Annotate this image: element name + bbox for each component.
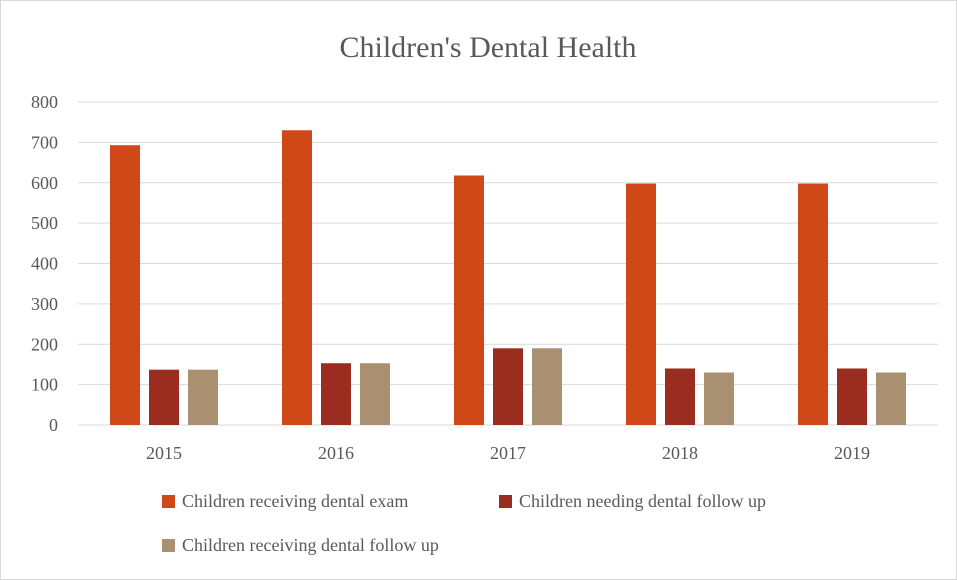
legend-item: Children receiving dental exam (162, 491, 408, 511)
y-tick-label: 700 (31, 132, 58, 152)
bar-2019-series-3 (876, 372, 906, 425)
legend-item: Children needing dental follow up (499, 491, 766, 511)
y-tick-label: 500 (31, 213, 58, 233)
bar-2019-series-1 (798, 183, 828, 425)
x-axis-ticks: 2015 2016 2017 2018 2019 (146, 443, 870, 463)
x-tick-label: 2018 (662, 443, 698, 463)
legend-item: Children receiving dental follow up (162, 535, 439, 555)
y-axis-ticks: 0 100 200 300 400 500 600 700 800 (31, 92, 58, 435)
legend-swatch (162, 539, 175, 552)
x-tick-label: 2019 (834, 443, 870, 463)
y-tick-label: 400 (31, 254, 58, 274)
bar-2017-series-1 (454, 175, 484, 425)
legend-swatch (162, 495, 175, 508)
bar-2018-series-1 (626, 183, 656, 425)
bar-2016-series-2 (321, 363, 351, 425)
legend-label: Children needing dental follow up (519, 491, 766, 511)
gridlines (78, 101, 938, 426)
y-tick-label: 600 (31, 173, 58, 193)
x-tick-label: 2015 (146, 443, 182, 463)
x-tick-label: 2017 (490, 443, 526, 463)
legend: Children receiving dental exam Children n… (162, 491, 766, 555)
bar-2018-series-2 (665, 368, 695, 425)
legend-label: Children receiving dental exam (182, 491, 408, 511)
bars (110, 130, 906, 426)
bar-2016-series-1 (282, 130, 312, 425)
bar-2016-series-3 (360, 363, 390, 425)
y-tick-label: 200 (31, 334, 58, 354)
bar-2019-series-2 (837, 368, 867, 425)
chart-title: Children's Dental Health (340, 31, 637, 64)
bar-2017-series-3 (532, 348, 562, 425)
bar-2015-series-2 (149, 369, 179, 425)
bar-2015-series-3 (188, 369, 218, 425)
bar-2015-series-1 (110, 145, 140, 426)
x-tick-label: 2016 (318, 443, 354, 463)
y-tick-label: 100 (31, 375, 58, 395)
y-tick-label: 0 (49, 415, 58, 435)
legend-swatch (499, 495, 512, 508)
y-tick-label: 800 (31, 92, 58, 112)
y-tick-label: 300 (31, 294, 58, 314)
bar-2017-series-2 (493, 348, 523, 425)
legend-label: Children receiving dental follow up (182, 535, 439, 555)
bar-2018-series-3 (704, 372, 734, 425)
